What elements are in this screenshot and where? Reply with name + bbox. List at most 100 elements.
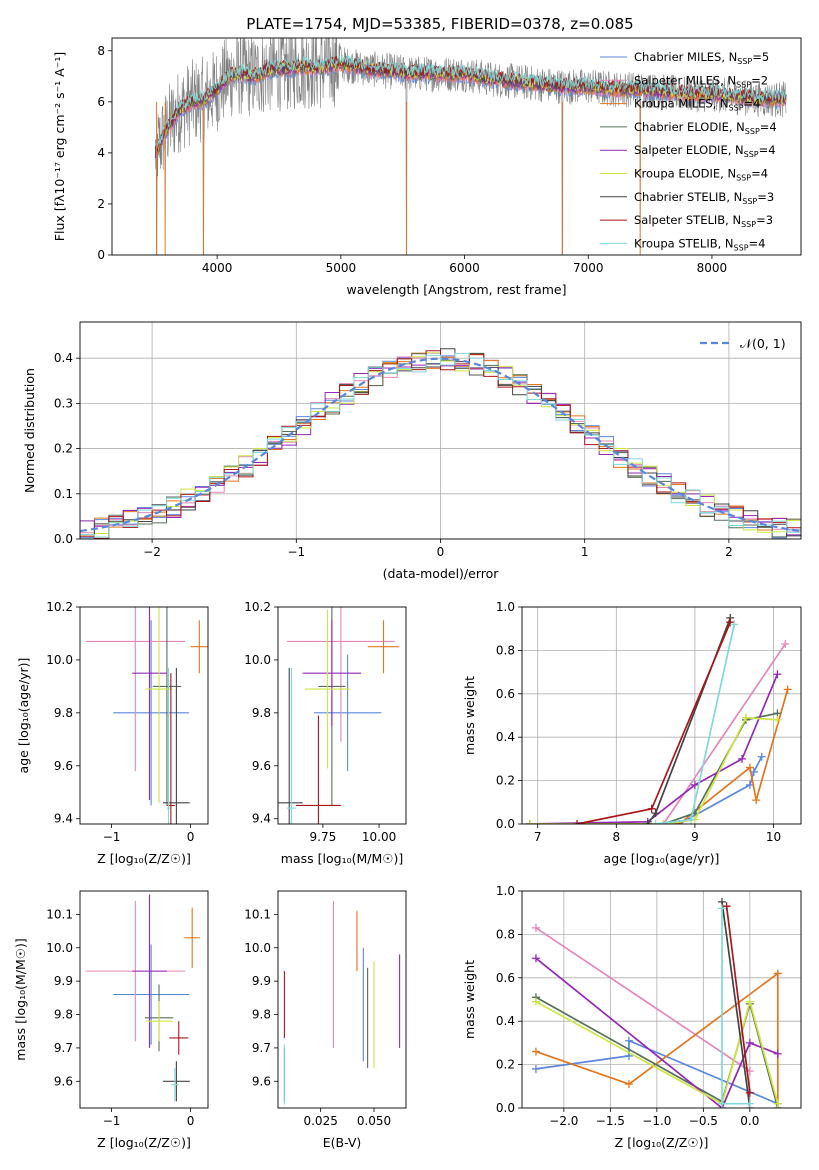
y-tick-label: 9.8	[54, 706, 73, 720]
x-tick-label: 7	[534, 830, 542, 844]
weight-marker-kroupa_stelib	[686, 815, 695, 824]
plot-area-weight_vs_age	[522, 607, 801, 824]
y-tick-label: 0.0	[496, 1101, 515, 1115]
y-tick-label: 10.0	[46, 653, 73, 667]
axes-frame	[277, 606, 407, 825]
x-tick-label: 4000	[202, 261, 233, 275]
weight-line-salpeter_elodie	[529, 673, 779, 824]
weight-marker-chabrier_stelib	[651, 809, 660, 818]
weight-marker-kroupa_miles	[783, 685, 792, 694]
legend-entry: Kroupa STELIB, NSSP=4	[634, 236, 765, 252]
x-tick-label: 9	[691, 830, 699, 844]
x-axis-label: Z [log₁₀(Z/Z☉)]	[97, 1135, 191, 1150]
plot-area-weight_vs_Z	[522, 891, 801, 1108]
weight-marker-kroupa_miles	[773, 969, 782, 978]
legend-entry: Chabrier STELIB, NSSP=3	[634, 190, 774, 206]
y-tick-label: 0.2	[496, 774, 515, 788]
y-tick-label: 0.2	[54, 442, 73, 456]
y-tick-label: 10.1	[46, 907, 73, 921]
y-tick-label: 0.6	[496, 971, 515, 985]
x-tick-label: −1	[287, 545, 305, 559]
y-tick-label: 4	[97, 146, 105, 160]
weight-marker-salpeter_elodie	[745, 1038, 754, 1047]
x-tick-label: 0.050	[357, 1114, 391, 1128]
y-tick-label: 9.6	[252, 759, 271, 773]
y-tick-label: 9.9	[54, 974, 73, 988]
x-tick-label: −1.0	[642, 1114, 671, 1128]
legend-entry: Kroupa ELODIE, NSSP=4	[634, 167, 768, 183]
x-tick-label: 1	[581, 545, 589, 559]
plot-area-mass_vs_Z	[85, 894, 201, 1102]
panel-age_vs_mass: 9.75 10.00 9.4 9.6 9.8 10.0 10.2 mass [log₁₀(M/…	[244, 600, 407, 866]
panel-age_vs_Z: −1 0 9.4 9.6 9.8 10.0 10.2 Z [log₁₀(Z/Z☉)] age […	[16, 600, 209, 866]
legend-entry: Salpeter STELIB, NSSP=3	[634, 213, 773, 229]
y-tick-label: 9.6	[54, 759, 73, 773]
weight-marker-chabrier_miles	[531, 1064, 540, 1073]
y-tick-label: 10.2	[46, 600, 73, 614]
panel-mass_vs_Z: −1 0 9.6 9.7 9.8 9.9 10.0 10.1 Z [log₁₀(Z/Z☉)] ma…	[13, 890, 209, 1150]
weight-marker-salpeter_miles	[531, 923, 540, 932]
x-tick-label: −0.5	[689, 1114, 718, 1128]
panel-weight_vs_age: 7 8 9 10 0.0 0.2 0.4 0.6 0.8 1.0 age [log₁₀(age/yr…	[462, 600, 802, 866]
x-tick-label: 2	[725, 545, 733, 559]
plot-area-residuals	[80, 322, 801, 539]
y-axis-label: age [log₁₀(age/yr)]	[16, 658, 31, 774]
x-tick-label: 6000	[449, 261, 480, 275]
x-tick-label: 0	[187, 1114, 195, 1128]
plot-area-mass_vs_EBV	[283, 901, 401, 1105]
weight-marker-salpeter_stelib	[722, 902, 731, 911]
weight-line-salpeter_miles	[529, 643, 787, 824]
x-tick-label: 10.00	[362, 830, 396, 844]
weight-line-kroupa_miles	[535, 971, 779, 1108]
weight-marker-kroupa_stelib	[717, 904, 726, 913]
weight-marker-chabrier_miles	[624, 1036, 633, 1045]
weight-marker-kroupa_miles	[752, 796, 761, 805]
y-tick-label: 9.7	[54, 1041, 73, 1055]
weight-marker-kroupa_elodie	[773, 1099, 782, 1108]
panel-weight_vs_Z: −2.0 −1.5 −1.0 −0.5 0.0 0.0 0.2 0.4 0.6 0.8 1.0 Z […	[462, 884, 802, 1150]
y-tick-label: 10.0	[46, 941, 73, 955]
x-axis-label: (data-model)/error	[383, 566, 500, 581]
y-tick-label: 0.8	[496, 927, 515, 941]
residual-legend: 𝒩(0, 1)	[700, 336, 786, 351]
y-tick-label: 6	[97, 95, 105, 109]
legend-entry: Chabrier ELODIE, NSSP=4	[634, 120, 777, 136]
x-tick-label: 0.025	[303, 1114, 337, 1128]
y-tick-label: 9.9	[252, 974, 271, 988]
weight-marker-kroupa_elodie	[659, 820, 668, 824]
weight-marker-kroupa_miles	[745, 763, 754, 772]
weight-marker-kroupa_miles	[531, 1047, 540, 1056]
y-tick-label: 2	[97, 197, 105, 211]
plot-area-age_vs_mass	[278, 607, 400, 824]
weight-line-salpeter_elodie	[535, 957, 779, 1108]
x-axis-label: Z [log₁₀(Z/Z☉)]	[97, 851, 191, 866]
legend-entry: Kroupa MILES, NSSP=4	[634, 97, 760, 113]
x-tick-label: −2.0	[549, 1114, 578, 1128]
panel-spectrum: 4000 5000 6000 7000 8000 0 2 4 6 8 wavelength [Ang…	[52, 37, 802, 297]
weight-marker-kroupa_elodie	[773, 715, 782, 724]
spectrum-legend: Chabrier MILES, NSSP=5 Salpeter MILES, NS…	[600, 50, 777, 252]
axes-frame	[79, 890, 209, 1109]
x-tick-label: 7000	[573, 261, 604, 275]
y-tick-label: 9.8	[54, 1008, 73, 1022]
y-tick-label: 10.0	[244, 941, 271, 955]
y-tick-label: 9.7	[252, 1041, 271, 1055]
axes-frame	[521, 890, 802, 1109]
y-tick-label: 0.0	[54, 532, 73, 546]
x-axis-label: E(B-V)	[323, 1135, 362, 1150]
x-tick-label: 0	[187, 830, 195, 844]
axes-frame	[79, 606, 209, 825]
weight-marker-chabrier_miles	[757, 752, 766, 761]
y-tick-label: 0.0	[496, 817, 515, 831]
weight-marker-kroupa_stelib	[745, 1099, 754, 1108]
weight-marker-salpeter_miles	[781, 639, 790, 648]
y-tick-label: 0.1	[54, 487, 73, 501]
weight-marker-kroupa_elodie	[741, 713, 750, 722]
x-tick-label: 5000	[326, 261, 357, 275]
plot-area-spectrum	[154, 38, 787, 255]
panel-mass_vs_EBV: 0.025 0.050 9.6 9.7 9.8 9.9 10.0 10.1 E(B-V)	[244, 890, 407, 1150]
weight-marker-salpeter_elodie	[690, 780, 699, 789]
y-tick-label: 0.3	[54, 396, 73, 410]
x-axis-label: mass [log₁₀(M/M☉)]	[281, 851, 403, 866]
